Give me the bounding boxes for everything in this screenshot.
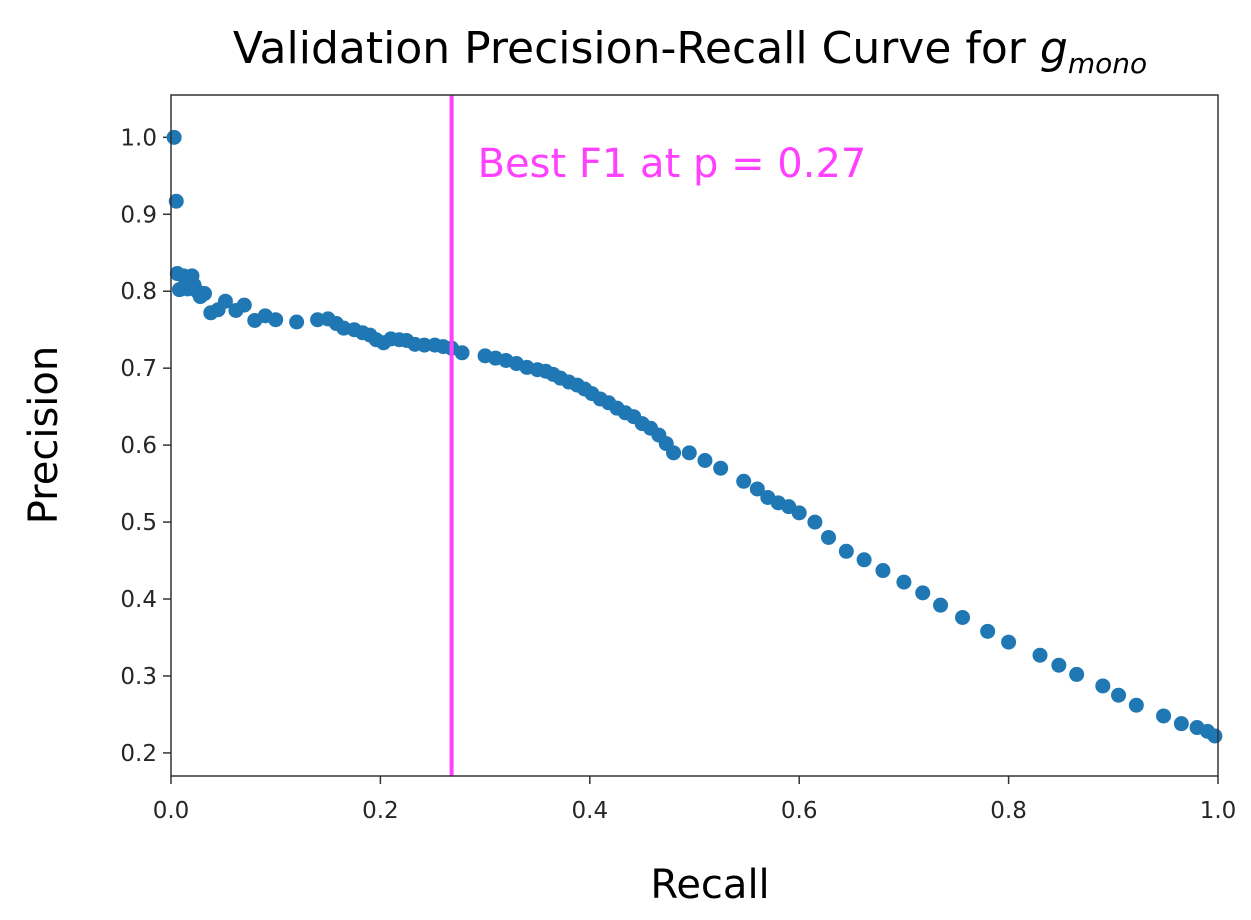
data-point-89 — [1156, 708, 1172, 724]
chart-title-subscript: mono — [1068, 47, 1147, 80]
chart-title-main: Validation Precision-Recall Curve for — [233, 23, 1040, 74]
y-axis-label: Precision — [21, 346, 67, 524]
y-tick-label: 0.9 — [120, 202, 157, 228]
data-point-67 — [749, 481, 765, 497]
data-point-80 — [955, 609, 971, 625]
data-point-66 — [736, 473, 752, 489]
data-point-77 — [896, 574, 912, 590]
data-point-71 — [791, 505, 807, 521]
data-point-82 — [1001, 634, 1017, 650]
data-point-0 — [166, 129, 182, 145]
data-point-63 — [681, 445, 697, 461]
data-point-83 — [1032, 647, 1048, 663]
data-point-62 — [666, 445, 682, 461]
y-tick-label: 0.5 — [120, 510, 157, 536]
y-tick-label: 0.2 — [120, 741, 157, 767]
x-tick-label: 0.0 — [153, 798, 190, 824]
data-point-79 — [933, 597, 949, 613]
best-f1-annotation: Best F1 at p = 0.27 — [478, 141, 867, 187]
data-point-90 — [1173, 716, 1189, 732]
chart-title-variable: g — [1040, 23, 1068, 74]
plot-area: 0.0 0.2 0.4 0.6 0.8 1.0 0.2 0.3 0.4 0.5 0.6 0.7 0.8 0… — [120, 94, 1237, 824]
chart-title: Validation Precision-Recall Curve for gm… — [233, 23, 1147, 80]
data-point-12 — [197, 286, 213, 302]
x-axis-label: Recall — [650, 862, 769, 908]
data-point-21 — [289, 314, 305, 330]
data-point-17 — [236, 297, 252, 313]
x-tick-label: 0.8 — [990, 798, 1027, 824]
data-point-39 — [454, 345, 470, 361]
data-point-65 — [713, 460, 729, 476]
data-point-64 — [697, 453, 713, 469]
y-tick-label: 0.3 — [120, 664, 157, 690]
x-tick-label: 1.0 — [1200, 798, 1237, 824]
data-point-74 — [838, 543, 854, 559]
data-point-81 — [980, 623, 996, 639]
data-point-85 — [1069, 666, 1085, 682]
x-tick-label: 0.2 — [362, 798, 399, 824]
plot-frame — [170, 94, 1219, 777]
data-point-76 — [875, 563, 891, 579]
data-point-35 — [416, 337, 432, 353]
y-tick-label: 0.4 — [120, 587, 157, 613]
data-point-1 — [168, 193, 184, 209]
y-tick-label: 1.0 — [120, 125, 157, 151]
y-tick-label: 0.6 — [120, 433, 157, 459]
data-point-78 — [915, 585, 931, 601]
data-point-75 — [856, 552, 872, 568]
data-point-72 — [807, 514, 823, 530]
x-tick-label: 0.4 — [572, 798, 609, 824]
data-point-73 — [821, 529, 837, 545]
y-tick-label: 0.8 — [120, 279, 157, 305]
data-point-84 — [1051, 657, 1067, 673]
x-tick-label: 0.6 — [781, 798, 818, 824]
data-point-15 — [217, 293, 233, 309]
data-point-87 — [1111, 687, 1127, 703]
data-point-93 — [1207, 728, 1223, 744]
data-point-20 — [268, 312, 284, 328]
data-point-88 — [1128, 697, 1144, 713]
y-tick-label: 0.7 — [120, 356, 157, 382]
data-point-86 — [1095, 678, 1111, 694]
